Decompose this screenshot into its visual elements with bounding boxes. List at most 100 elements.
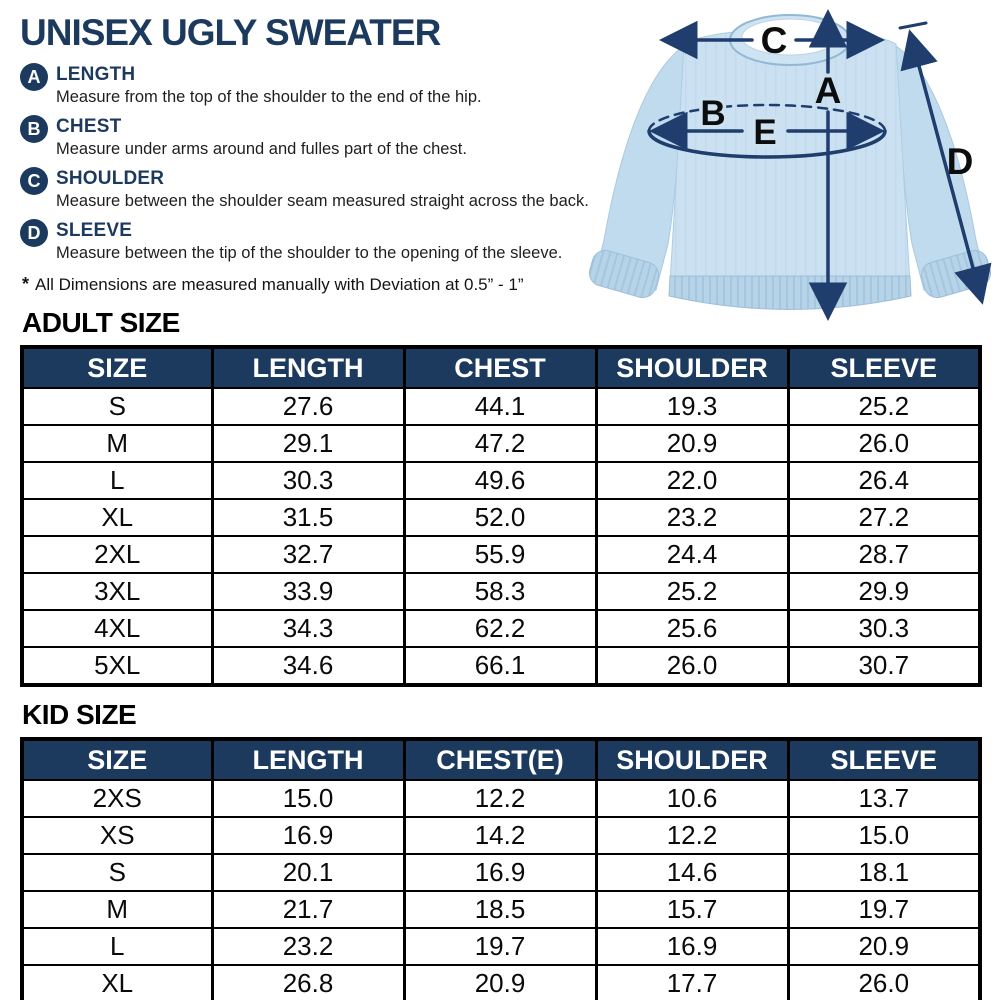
cell: 66.1 (402, 646, 596, 685)
measurement-label: CHEST (56, 116, 122, 137)
measurement-label: LENGTH (56, 64, 136, 85)
asterisk: * (22, 274, 30, 294)
cell: 19.7 (786, 890, 980, 928)
cell: S (108, 391, 126, 421)
cell: 17.7 (594, 964, 788, 1000)
cell: 52.0 (402, 498, 596, 536)
cell: XS (22, 816, 212, 854)
cell: 28.7 (786, 535, 980, 573)
cell: 22.0 (594, 461, 788, 499)
adult-size-heading: ADULT SIZE (22, 307, 180, 338)
cell: 32.7 (210, 535, 404, 573)
table-row: L 23.2 19.7 16.9 20.9 (22, 927, 980, 965)
measurement-item-length: A LENGTH Measure from the top of the sho… (20, 62, 616, 108)
column-header-shoulder: SHOULDER (594, 739, 788, 781)
cell: 23.2 (210, 927, 404, 965)
cell: 19.7 (402, 927, 596, 965)
cell: 16.9 (210, 816, 404, 854)
cell: 49.6 (402, 461, 596, 499)
cell: S (22, 853, 212, 891)
cell: 58.3 (402, 572, 596, 610)
deviation-note: * All Dimensions are measured manually wi… (22, 274, 1000, 295)
cell: 19.3 (594, 388, 788, 425)
measurement-label: SLEEVE (56, 220, 133, 241)
measurement-arrows (647, 9, 992, 321)
cell: 47.2 (402, 424, 596, 462)
cell: 20.9 (402, 964, 596, 1000)
adult-size-table: SIZE LENGTH CHEST SHOULDER SLEEVE S 27.6 4… (20, 345, 982, 687)
dimension-labels: C A B E D (697, 20, 974, 182)
cell: L (22, 461, 212, 499)
table-row: 3XL 33.9 58.3 25.2 29.9 (22, 572, 980, 610)
cell: 14.2 (402, 816, 596, 854)
column-header-shoulder: SHOULDER (594, 347, 788, 389)
cell: 33.9 (210, 572, 404, 610)
cell: 26.8 (210, 964, 404, 1000)
measurement-description: Measure under arms around and fulles par… (56, 140, 467, 158)
column-header-chest: CHEST (402, 347, 596, 389)
cell: 30.7 (786, 646, 980, 685)
cell: 20.9 (786, 927, 980, 965)
cell: 25.6 (594, 609, 788, 647)
table-row: M 21.7 18.5 15.7 19.7 (22, 890, 980, 928)
cell: 12.2 (594, 816, 788, 854)
kid-size-table: SIZE LENGTH CHEST(E) SHOULDER SLEEVE 2XS… (20, 737, 982, 1000)
cell: 31.5 (210, 498, 404, 536)
cell: 30.3 (210, 461, 404, 499)
cell: 12.2 (402, 780, 596, 817)
table-row: S 27.6 44.1 19.3 25.2 (22, 388, 980, 425)
cell: 10.6 (594, 780, 788, 817)
letter-badge-d: D (20, 219, 48, 247)
cell: 29.9 (786, 572, 980, 610)
cell: 26.0 (786, 964, 980, 1000)
cell: 27.6 (210, 388, 404, 425)
letter-badge-c: C (20, 167, 48, 195)
cell: XL (22, 498, 212, 536)
dim-label-b: B (700, 94, 725, 133)
cell: 15.0 (786, 816, 980, 854)
cell: 13.7 (786, 780, 980, 817)
cell: 2XL (22, 535, 212, 573)
column-header-sleeve: SLEEVE (786, 739, 980, 781)
cell: 18.1 (786, 853, 980, 891)
sweater-left-cuff (588, 249, 660, 299)
table-row: 2XS 15.0 12.2 10.6 13.7 (22, 780, 980, 817)
measurement-legend: A LENGTH Measure from the top of the sho… (20, 62, 1000, 264)
cell: 34.3 (210, 609, 404, 647)
column-header-length: LENGTH (210, 739, 404, 781)
cell: 55.9 (402, 535, 596, 573)
cell: 16.9 (402, 853, 596, 891)
dim-label-e: E (753, 113, 776, 152)
letter-badge-b: B (20, 115, 48, 143)
table-row: XL 26.8 20.9 17.7 26.0 (22, 964, 980, 1000)
cell: 44.1 (402, 388, 596, 425)
cell: 5XL (22, 646, 212, 685)
cell: L (22, 927, 212, 965)
cell: 2XS (92, 783, 142, 813)
column-header-size: SIZE (22, 739, 212, 781)
measurement-description: Measure between the shoulder seam measur… (56, 192, 589, 210)
column-header-chest-e: CHEST(E) (402, 739, 596, 781)
measurement-label: SHOULDER (56, 168, 165, 189)
cell: 24.4 (594, 535, 788, 573)
dim-label-c: C (761, 20, 788, 61)
table-row: S 20.1 16.9 14.6 18.1 (22, 853, 980, 891)
measurement-item-chest: B CHEST Measure under arms around and fu… (20, 114, 616, 160)
cell: 25.2 (786, 388, 980, 425)
cell: 15.7 (594, 890, 788, 928)
dim-label-d: D (947, 141, 974, 182)
cell: 16.9 (594, 927, 788, 965)
cell: 23.2 (594, 498, 788, 536)
page-title: UNISEX UGLY SWEATER (20, 12, 441, 53)
cell: 18.5 (402, 890, 596, 928)
cell: 26.4 (786, 461, 980, 499)
cell: 20.1 (210, 853, 404, 891)
deviation-note-text: All Dimensions are measured manually wit… (35, 275, 524, 294)
adult-header-row: SIZE LENGTH CHEST SHOULDER SLEEVE (22, 347, 980, 389)
cell: 26.0 (594, 646, 788, 685)
letter-badge-a: A (20, 63, 48, 91)
sweater-illustration (588, 14, 992, 310)
table-row: 5XL 34.6 66.1 26.0 30.7 (22, 646, 980, 685)
cell: M (22, 890, 212, 928)
